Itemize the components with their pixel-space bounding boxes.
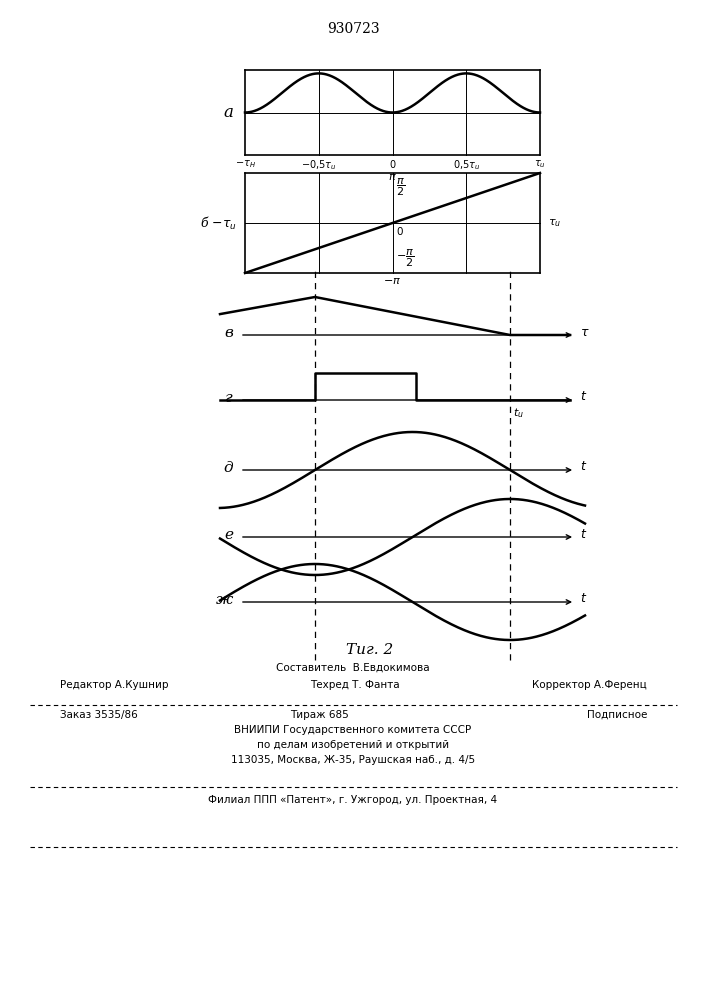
Text: Тираж 685: Тираж 685 [290, 710, 349, 720]
Text: в: в [224, 326, 233, 340]
Text: $\tau$: $\tau$ [580, 326, 590, 338]
Text: $-\dfrac{\pi}{2}$: $-\dfrac{\pi}{2}$ [397, 248, 415, 269]
Text: $-\tau_{\it H}$: $-\tau_{\it H}$ [235, 158, 255, 170]
Text: $\tau_{\it u}$: $\tau_{\it u}$ [534, 158, 546, 170]
Text: $t$: $t$ [580, 460, 588, 474]
Text: $\dfrac{\pi}{2}$: $\dfrac{\pi}{2}$ [397, 177, 406, 198]
Text: $0$: $0$ [389, 158, 396, 170]
Text: 113035, Москва, Ж-35, Раушская наб., д. 4/5: 113035, Москва, Ж-35, Раушская наб., д. … [231, 755, 475, 765]
Text: $-0{,}5\tau_{\it u}$: $-0{,}5\tau_{\it u}$ [301, 158, 337, 172]
Text: Корректор А.Ференц: Корректор А.Ференц [532, 680, 647, 690]
Text: ВНИИПИ Государственного комитета СССР: ВНИИПИ Государственного комитета СССР [235, 725, 472, 735]
Text: $t$: $t$ [580, 592, 588, 605]
Text: по делам изобретений и открытий: по делам изобретений и открытий [257, 740, 449, 750]
Text: е: е [224, 528, 233, 542]
Text: $0$: $0$ [397, 225, 404, 237]
Text: Редактор А.Кушнир: Редактор А.Кушнир [60, 680, 168, 690]
Text: $t_{\it u}$: $t_{\it u}$ [513, 406, 524, 420]
Text: ж: ж [216, 593, 233, 607]
Text: Подписное: Подписное [587, 710, 647, 720]
Text: $-\pi$: $-\pi$ [383, 276, 402, 286]
Text: $\pi$: $\pi$ [388, 172, 397, 182]
Text: Техред Т. Фанта: Техред Т. Фанта [310, 680, 399, 690]
Text: $t$: $t$ [580, 528, 588, 540]
Text: Филиал ППП «Патент», г. Ужгород, ул. Проектная, 4: Филиал ППП «Патент», г. Ужгород, ул. Про… [209, 795, 498, 805]
Text: д: д [223, 461, 233, 475]
Text: г: г [226, 391, 233, 405]
Text: a: a [223, 104, 233, 121]
Text: Заказ 3535/86: Заказ 3535/86 [60, 710, 138, 720]
Text: 930723: 930723 [327, 22, 380, 36]
Text: б $-\tau_{\it u}$: б $-\tau_{\it u}$ [200, 214, 237, 232]
Text: Составитель  В.Евдокимова: Составитель В.Евдокимова [276, 663, 430, 673]
Text: Τиг. 2: Τиг. 2 [346, 643, 394, 657]
Text: $\tau_{\it u}$: $\tau_{\it u}$ [548, 217, 561, 229]
Text: $0{,}5\tau_{\it u}$: $0{,}5\tau_{\it u}$ [452, 158, 480, 172]
Text: $t$: $t$ [580, 390, 588, 403]
